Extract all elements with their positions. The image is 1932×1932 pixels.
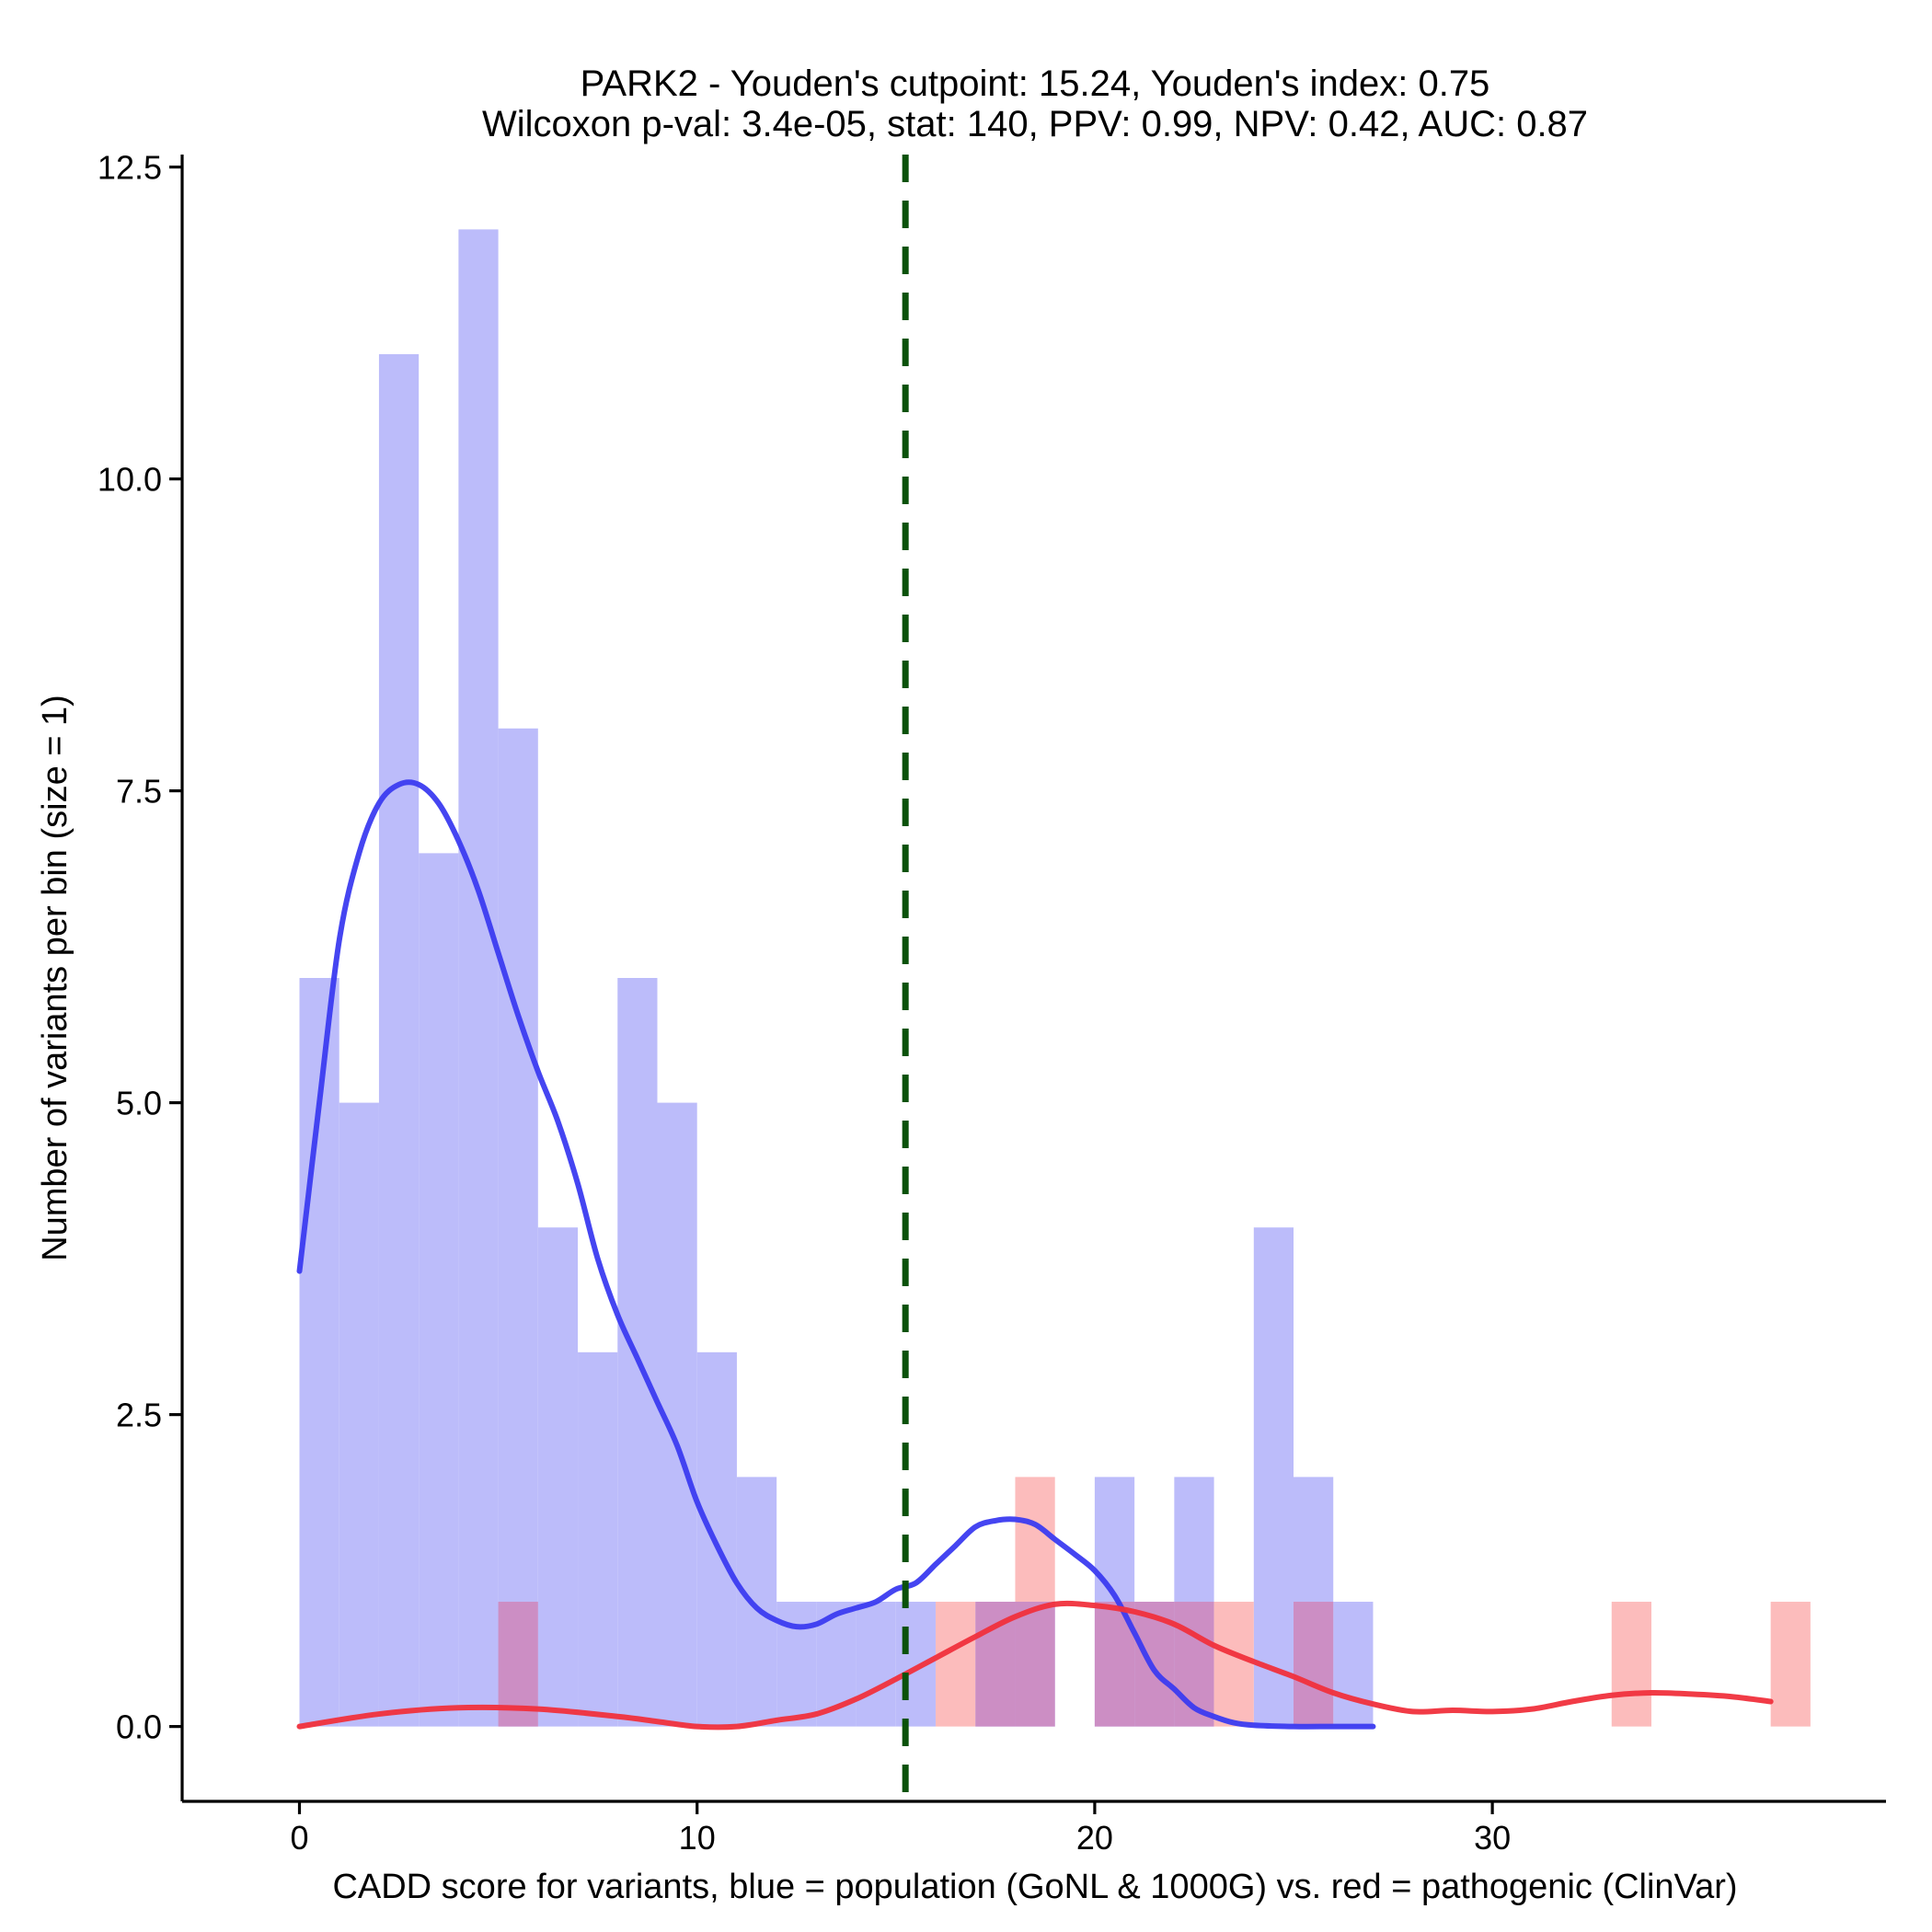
- population-bar-5: [498, 728, 538, 1727]
- population-bar-2: [378, 353, 420, 1727]
- population-bar-6: [537, 1227, 579, 1727]
- population-bar-7: [578, 1351, 618, 1727]
- x-tick-label-10: 10: [679, 1819, 716, 1857]
- y-axis-ticks: 0.0 2.5 5.0 7.5 10.0 12.5: [98, 149, 182, 1746]
- population-bar-1: [339, 1102, 379, 1727]
- y-axis-label: Number of variants per bin (size = 1): [36, 695, 75, 1261]
- y-tick-label-10: 10.0: [98, 461, 162, 499]
- y-tick-label-2.5: 2.5: [116, 1397, 162, 1434]
- overlap-bar-18: [1015, 1602, 1055, 1727]
- y-tick-label-0: 0.0: [116, 1708, 162, 1746]
- x-tick-label-30: 30: [1474, 1819, 1511, 1857]
- pathogenic-bar-23: [1213, 1602, 1254, 1727]
- population-bar-24: [1253, 1227, 1294, 1727]
- x-axis-ticks: 0 10 20 30: [290, 1801, 1511, 1857]
- overlap-bar-25: [1294, 1602, 1334, 1727]
- population-bar-11: [736, 1477, 777, 1727]
- chart-subtitle: Wilcoxon p-val: 3.4e-05, stat: 140, PPV:…: [482, 104, 1588, 144]
- pathogenic-bar-16: [936, 1602, 976, 1727]
- x-tick-label-0: 0: [290, 1819, 308, 1857]
- population-bar-3: [419, 853, 459, 1727]
- pathogenic-bar-37: [1770, 1602, 1811, 1727]
- y-tick-label-7.5: 7.5: [116, 773, 162, 811]
- x-tick-label-20: 20: [1076, 1819, 1113, 1857]
- chart-title: PARK2 - Youden's cutpoint: 15.24, Youden…: [581, 63, 1490, 104]
- pathogenic-bar-33: [1611, 1602, 1651, 1727]
- population-bar-26: [1333, 1602, 1374, 1727]
- x-axis-label: CADD score for variants, blue = populati…: [332, 1868, 1737, 1906]
- pathogenic-bar-18: [1015, 1477, 1055, 1603]
- pathogenic-density-line: [296, 1600, 1774, 1731]
- population-density-line: [296, 779, 1376, 1730]
- y-tick-label-5: 5.0: [116, 1085, 162, 1122]
- plot-area: [296, 155, 1811, 1801]
- y-tick-label-12.5: 12.5: [98, 149, 162, 187]
- population-bar-4: [458, 229, 499, 1727]
- population-bar-14: [856, 1602, 896, 1727]
